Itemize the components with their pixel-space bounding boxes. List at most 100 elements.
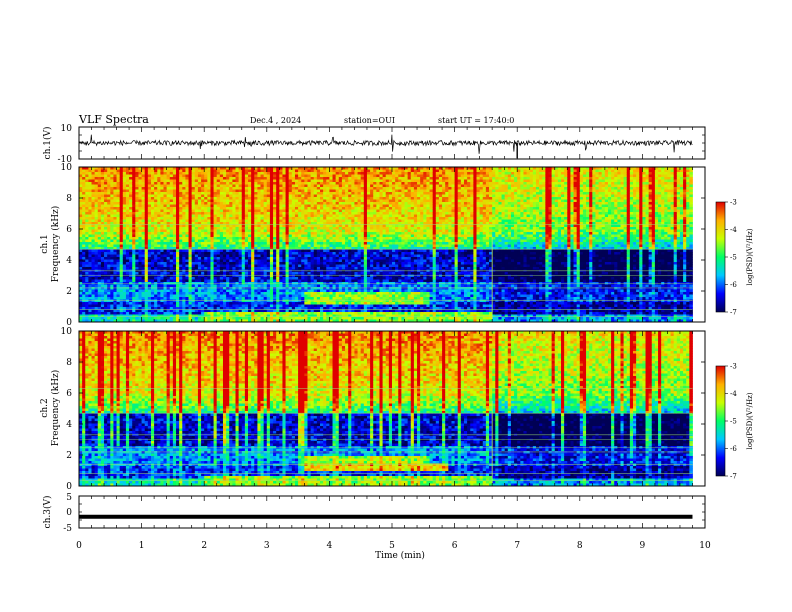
spectrogram-cell xyxy=(85,277,89,280)
spectrogram-cell xyxy=(132,265,136,268)
spectrogram-cell xyxy=(160,245,164,248)
spectrogram-cell xyxy=(117,275,121,278)
spectrogram-cell xyxy=(129,215,133,218)
spectrogram-cell xyxy=(154,232,158,235)
spectrogram-cell xyxy=(173,227,177,230)
spectrogram-cell xyxy=(113,210,117,213)
spectrogram-cell xyxy=(148,235,152,238)
spectrogram-cell xyxy=(170,175,174,178)
spectrogram-cell xyxy=(135,280,139,283)
spectrogram-cell xyxy=(79,280,83,283)
spectrogram-cell xyxy=(104,300,108,303)
spectrogram-cell xyxy=(167,170,171,173)
spectrogram-cell xyxy=(164,217,168,220)
spectrogram-cell xyxy=(104,275,108,278)
station-label: station=OUI xyxy=(344,116,395,125)
spectrogram-cell xyxy=(123,235,127,238)
spectrogram-cell xyxy=(135,257,139,260)
spectrogram-cell xyxy=(148,190,152,193)
spectrogram-cell xyxy=(142,170,146,173)
spectrogram-cell xyxy=(98,310,102,313)
spectrogram-cell xyxy=(113,297,117,300)
spectrogram-cell xyxy=(85,220,89,223)
spectrogram-cell xyxy=(173,202,177,205)
spectrogram-cell xyxy=(98,290,102,293)
spectrogram-cell xyxy=(123,267,127,270)
spectrogram-cell xyxy=(107,187,111,190)
spectrogram-cell xyxy=(135,247,139,250)
spectrogram-cell xyxy=(157,182,161,185)
spectrogram-cell xyxy=(151,240,155,243)
spectrogram-cell xyxy=(138,212,142,215)
spectrogram-cell xyxy=(79,300,83,303)
spectrogram-cell xyxy=(82,185,86,188)
spectrogram-cell xyxy=(142,252,146,255)
spectrogram-cell xyxy=(98,177,102,180)
spectrogram-cell xyxy=(82,275,86,278)
spectrogram-cell xyxy=(138,275,142,278)
spectrogram-cell xyxy=(129,242,133,245)
spectrogram-cell xyxy=(110,305,114,308)
spectrogram-cell xyxy=(167,257,171,260)
spectrogram-cell xyxy=(113,185,117,188)
spectrogram-cell xyxy=(82,240,86,243)
spectrogram-cell xyxy=(148,200,152,203)
spectrogram-cell xyxy=(126,277,130,280)
spectrogram-cell xyxy=(117,260,121,263)
spectrogram-cell xyxy=(132,170,136,173)
spectrogram-cell xyxy=(110,277,114,280)
spectrogram-cell xyxy=(95,175,99,178)
spectrogram-cell xyxy=(126,192,130,195)
spectrogram-cell xyxy=(79,265,83,268)
spectrogram-cell xyxy=(126,247,130,250)
spectrogram-cell xyxy=(164,197,168,200)
spectrogram-cell xyxy=(107,225,111,228)
spectrogram-cell xyxy=(154,175,158,178)
spectrogram-cell xyxy=(170,177,174,180)
spectrogram-cell xyxy=(154,202,158,205)
spectrogram-cell xyxy=(113,175,117,178)
spectrogram-cell xyxy=(104,265,108,268)
spectrogram-cell xyxy=(157,267,161,270)
spectrogram-cell xyxy=(164,250,168,253)
spectrogram-cell xyxy=(148,212,152,215)
spectrogram-cell xyxy=(151,292,155,295)
spectrogram-cell xyxy=(79,297,83,300)
spectrogram-cell xyxy=(138,195,142,198)
spectrogram-cell xyxy=(107,215,111,218)
spectrogram-cell xyxy=(132,280,136,283)
spectrogram-cell xyxy=(135,210,139,213)
spectrogram-cell xyxy=(160,252,164,255)
spectrogram-cell xyxy=(135,200,139,203)
spectrogram-cell xyxy=(117,212,121,215)
spectrogram-cell xyxy=(126,267,130,270)
spectrogram-cell xyxy=(126,185,130,188)
spectrogram-cell xyxy=(142,287,146,290)
spectrogram-cell xyxy=(117,190,121,193)
spectrogram-cell xyxy=(120,280,124,283)
spectrogram-cell xyxy=(123,242,127,245)
spectrogram-cell xyxy=(148,315,152,318)
spectrogram-cell xyxy=(164,265,168,268)
spectrogram-cell xyxy=(170,285,174,288)
spectrogram-cell xyxy=(129,255,133,258)
spectrogram-cell xyxy=(142,260,146,263)
spectrogram-cell xyxy=(151,225,155,228)
spectrogram-cell xyxy=(101,242,105,245)
spectrogram-cell xyxy=(104,200,108,203)
spectrogram-cell xyxy=(151,290,155,293)
spectrogram-cell xyxy=(85,317,89,320)
spectrogram-cell xyxy=(98,210,102,213)
spectrogram-cell xyxy=(104,280,108,283)
spectrogram-cell xyxy=(160,172,164,175)
spectrogram-cell xyxy=(104,197,108,200)
spectrogram-cell xyxy=(123,285,127,288)
spectrogram-cell xyxy=(101,192,105,195)
spectrogram-cell xyxy=(132,275,136,278)
spectrogram-cell xyxy=(88,202,92,205)
spectrogram-cell xyxy=(167,277,171,280)
spectrogram-cell xyxy=(98,272,102,275)
spectrogram-cell xyxy=(92,297,96,300)
spectrogram-cell xyxy=(157,260,161,263)
spectrogram-cell xyxy=(120,182,124,185)
